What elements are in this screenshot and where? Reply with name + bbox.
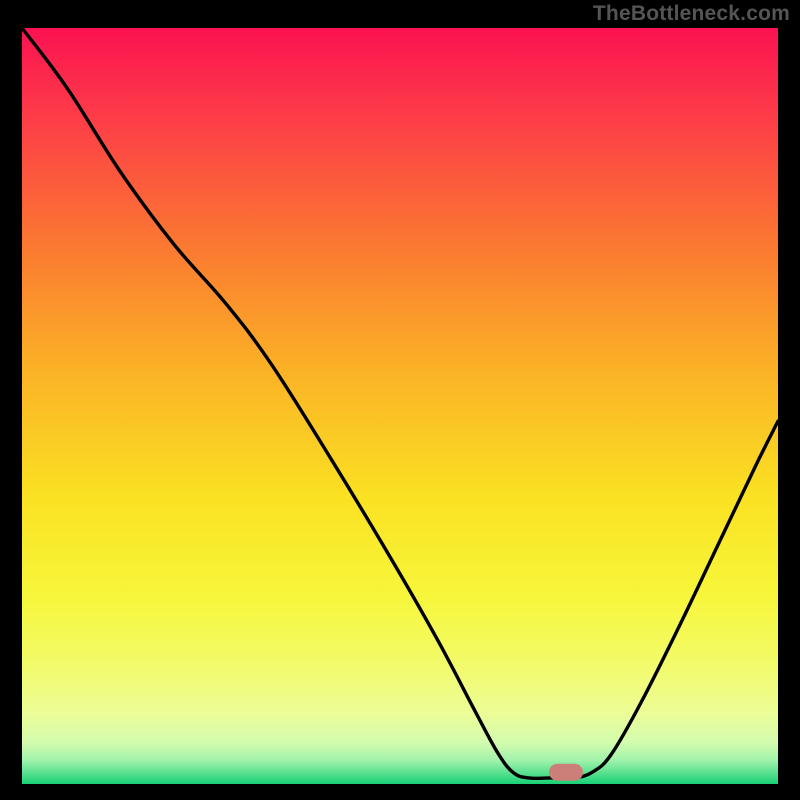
optimal-marker bbox=[549, 764, 583, 781]
chart-frame: TheBottleneck.com bbox=[0, 0, 800, 800]
watermark-text: TheBottleneck.com bbox=[593, 2, 790, 26]
plot-area bbox=[22, 28, 778, 778]
bottleneck-curve bbox=[22, 28, 778, 784]
